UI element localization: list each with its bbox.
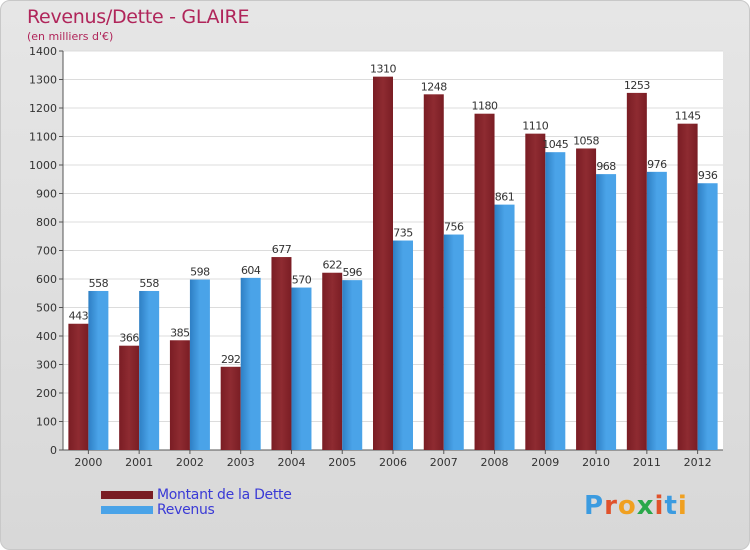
data-label-debt: 443 <box>69 310 89 323</box>
bar-revenue <box>494 204 515 450</box>
bar-revenue <box>545 152 566 451</box>
y-tick-label: 900 <box>36 188 57 201</box>
data-label-revenue: 756 <box>444 221 464 234</box>
bar-revenue <box>88 290 109 450</box>
bar-debt <box>373 76 393 451</box>
data-label-revenue: 570 <box>292 274 312 287</box>
y-tick-label: 1200 <box>29 102 57 115</box>
bar-debt <box>169 340 190 450</box>
data-label-debt: 1248 <box>421 80 447 93</box>
data-label-revenue: 604 <box>241 264 261 277</box>
data-label-revenue: 596 <box>342 266 362 279</box>
logo-letter: o <box>617 491 637 521</box>
data-label-debt: 677 <box>272 243 292 256</box>
x-tick-label: 2004 <box>277 456 305 469</box>
bar-debt <box>423 94 444 450</box>
proxiti-logo: Proxiti <box>584 491 688 521</box>
y-tick-label: 1000 <box>29 159 57 172</box>
x-tick-label: 2009 <box>531 456 559 469</box>
legend-swatch-debt <box>101 490 153 499</box>
bar-revenue <box>139 290 160 450</box>
bar-debt <box>474 113 495 450</box>
bar-revenue <box>596 174 617 450</box>
x-tick-label: 2012 <box>684 456 712 469</box>
bar-revenue <box>240 277 261 450</box>
logo-letter: t <box>664 491 678 521</box>
y-tick-label: 800 <box>36 216 57 229</box>
y-tick-label: 700 <box>36 245 57 258</box>
data-label-debt: 1310 <box>370 63 396 76</box>
data-label-debt: 622 <box>322 259 342 272</box>
y-tick-label: 100 <box>36 416 57 429</box>
y-tick-label: 1100 <box>29 131 57 144</box>
data-label-debt: 1145 <box>675 110 701 123</box>
data-label-debt: 1058 <box>573 134 599 147</box>
bar-revenue <box>393 240 413 450</box>
y-tick-label: 200 <box>36 387 57 400</box>
y-tick-label: 0 <box>50 444 57 457</box>
data-label-debt: 366 <box>119 332 139 345</box>
data-label-debt: 385 <box>170 326 190 339</box>
bar-debt <box>677 123 698 451</box>
legend-label-debt: Montant de la Dette <box>157 486 292 503</box>
y-tick-label: 500 <box>36 302 57 315</box>
legend-item-revenue: Revenus <box>101 501 292 518</box>
x-tick-label: 2003 <box>227 456 255 469</box>
bar-debt <box>626 92 647 451</box>
bar-debt <box>271 257 292 450</box>
legend-swatch-revenue <box>101 505 153 514</box>
x-tick-label: 2005 <box>328 456 356 469</box>
legend: Montant de la Dette Revenus <box>101 486 292 518</box>
bar-debt <box>220 366 241 450</box>
data-label-revenue: 598 <box>190 266 210 279</box>
bar-revenue <box>697 183 718 451</box>
bar-revenue <box>646 171 667 450</box>
x-tick-label: 2006 <box>379 456 407 469</box>
logo-letter: x <box>636 491 655 521</box>
x-tick-label: 2008 <box>481 456 509 469</box>
logo-letter: r <box>604 491 618 521</box>
data-label-debt: 292 <box>221 353 241 366</box>
bar-debt <box>68 323 89 450</box>
bar-revenue <box>342 280 363 450</box>
x-tick-label: 2010 <box>582 456 610 469</box>
data-label-revenue: 558 <box>89 277 109 290</box>
bar-debt <box>119 345 140 450</box>
logo-letter: P <box>584 491 605 521</box>
legend-label-revenue: Revenus <box>157 501 215 518</box>
x-tick-label: 2000 <box>74 456 102 469</box>
logo-letter: i <box>677 491 688 521</box>
chart-title: Revenus/Dette - GLAIRE <box>27 6 250 28</box>
data-label-revenue: 976 <box>647 158 667 171</box>
data-label-revenue: 1045 <box>542 138 568 151</box>
bar-revenue <box>189 279 210 450</box>
x-tick-label: 2001 <box>125 456 153 469</box>
bar-debt <box>576 148 597 450</box>
x-tick-label: 2007 <box>430 456 458 469</box>
bar-debt <box>322 272 343 450</box>
y-tick-label: 400 <box>36 330 57 343</box>
y-tick-label: 1400 <box>29 45 57 58</box>
bar-revenue <box>443 234 464 450</box>
data-label-revenue: 968 <box>596 160 616 173</box>
data-label-revenue: 558 <box>139 277 159 290</box>
bar-debt <box>525 133 546 450</box>
x-tick-label: 2011 <box>633 456 661 469</box>
legend-item-debt: Montant de la Dette <box>101 486 292 503</box>
logo-letter: i <box>654 491 665 521</box>
data-label-debt: 1110 <box>522 120 548 133</box>
data-label-revenue: 936 <box>698 169 718 182</box>
data-label-debt: 1180 <box>472 100 498 113</box>
data-label-debt: 1253 <box>624 79 650 92</box>
y-tick-label: 300 <box>36 359 57 372</box>
bar-revenue <box>291 287 312 450</box>
data-label-revenue: 861 <box>495 191 515 204</box>
chart-subtitle: (en milliers d'€) <box>27 30 114 43</box>
y-tick-label: 600 <box>36 273 57 286</box>
y-tick-label: 1300 <box>29 74 57 87</box>
x-tick-label: 2002 <box>176 456 204 469</box>
data-label-revenue: 735 <box>393 227 413 240</box>
